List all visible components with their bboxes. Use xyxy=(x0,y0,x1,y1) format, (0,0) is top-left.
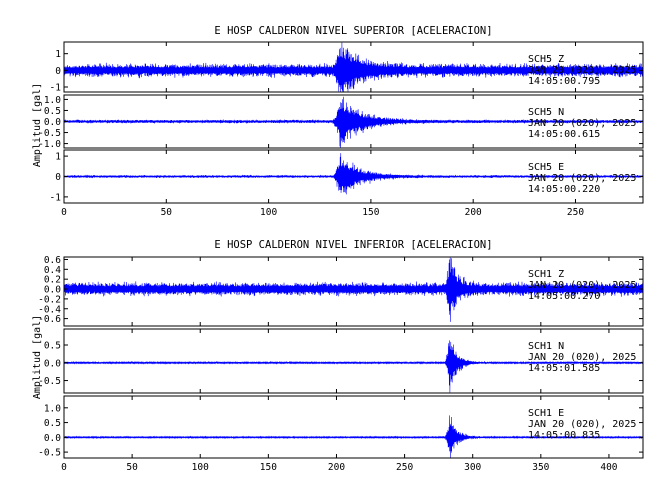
ytick-label: 0.5 xyxy=(44,341,61,352)
ytick-label: 0 xyxy=(55,66,61,77)
time-label: 14:05:00.615 xyxy=(528,129,600,140)
xtick-label: 50 xyxy=(161,207,173,218)
chart-1-ylabel: Amplitud [gal] xyxy=(32,83,43,167)
channel-label: SCH1 Z xyxy=(528,269,564,280)
channel-label: SCH5 E xyxy=(528,162,564,173)
xtick-label: 300 xyxy=(464,462,481,473)
ytick-label: -0.5 xyxy=(38,128,61,139)
date-label: JAN 20 (020), 2025 xyxy=(528,173,636,184)
xtick-label: 0 xyxy=(61,207,67,218)
channel-label: SCH1 E xyxy=(528,408,564,419)
xtick-label: 0 xyxy=(61,462,67,473)
chart-2-ylabel: Amplitud [gal] xyxy=(32,315,43,399)
xtick-label: 400 xyxy=(600,462,617,473)
ytick-label: -1 xyxy=(50,192,62,203)
time-label: 14:05:00.220 xyxy=(528,184,600,195)
ytick-label: -0.5 xyxy=(38,448,61,459)
date-label: JAN 20 (020), 2025 xyxy=(528,118,636,129)
ytick-label: 0.5 xyxy=(44,418,61,429)
ytick-label: -0.5 xyxy=(38,376,61,387)
xtick-label: 100 xyxy=(260,207,277,218)
channel-label: SCH5 Z xyxy=(528,54,564,65)
xtick-label: 200 xyxy=(465,207,482,218)
chart-1-title: E HOSP CALDERON NIVEL SUPERIOR [ACELERAC… xyxy=(214,25,492,37)
ytick-label: 0.6 xyxy=(44,255,61,266)
ytick-label: -0.6 xyxy=(38,314,61,325)
time-label: 14:05:00.795 xyxy=(528,76,600,87)
chart-2-trace-2 xyxy=(63,340,644,393)
ytick-label: -1.0 xyxy=(38,139,61,150)
ytick-label: 0.0 xyxy=(44,358,61,369)
chart-2-title: E HOSP CALDERON NIVEL INFERIOR [ACELERAC… xyxy=(214,239,492,251)
date-label: JAN 20 (020), 2025 xyxy=(528,419,636,430)
date-label: JAN 20 (020), 2025 xyxy=(528,280,636,291)
chart-1-panel-1-frame xyxy=(63,41,644,93)
chart-1-trace-1 xyxy=(63,42,644,92)
xtick-label: 100 xyxy=(192,462,209,473)
chart-2-panel-2-frame xyxy=(63,328,644,394)
xtick-label: 200 xyxy=(328,462,345,473)
xtick-label: 250 xyxy=(396,462,413,473)
xtick-label: 150 xyxy=(362,207,379,218)
channel-label: SCH1 N xyxy=(528,341,564,352)
ytick-label: 0.4 xyxy=(44,265,61,276)
xtick-label: 150 xyxy=(260,462,277,473)
ytick-label: -0.2 xyxy=(38,294,61,305)
chart-2-panel-1-frame xyxy=(63,256,644,327)
time-label: 14:05:01.585 xyxy=(528,363,600,374)
ytick-label: 0.0 xyxy=(44,433,61,444)
ytick-label: 0.0 xyxy=(44,285,61,296)
chart-2-trace-1 xyxy=(63,257,644,322)
ytick-label: 0.0 xyxy=(44,117,61,128)
date-label: JAN 20 (020), 2025 xyxy=(528,65,636,76)
ytick-label: 0.2 xyxy=(44,275,61,286)
ytick-label: -0.4 xyxy=(38,304,61,315)
ytick-label: 1 xyxy=(55,49,61,60)
xtick-label: 350 xyxy=(532,462,549,473)
channel-label: SCH5 N xyxy=(528,107,564,118)
ytick-label: 1.0 xyxy=(44,403,61,414)
time-label: 14:05:00.835 xyxy=(528,430,600,441)
date-label: JAN 20 (020), 2025 xyxy=(528,352,636,363)
chart-1-trace-2 xyxy=(63,96,644,148)
time-label: 14:05:00.270 xyxy=(528,291,600,302)
xtick-label: 250 xyxy=(567,207,584,218)
chart-2-panel-3-frame xyxy=(63,395,644,459)
xtick-label: 50 xyxy=(126,462,138,473)
ytick-label: 1.0 xyxy=(44,95,61,106)
ytick-label: 0.5 xyxy=(44,106,61,117)
ytick-label: -1 xyxy=(50,83,62,94)
ytick-label: 1 xyxy=(55,152,61,163)
ytick-label: 0 xyxy=(55,172,61,183)
chart-2-trace-3 xyxy=(63,415,644,458)
chart-1-trace-3 xyxy=(63,153,644,195)
